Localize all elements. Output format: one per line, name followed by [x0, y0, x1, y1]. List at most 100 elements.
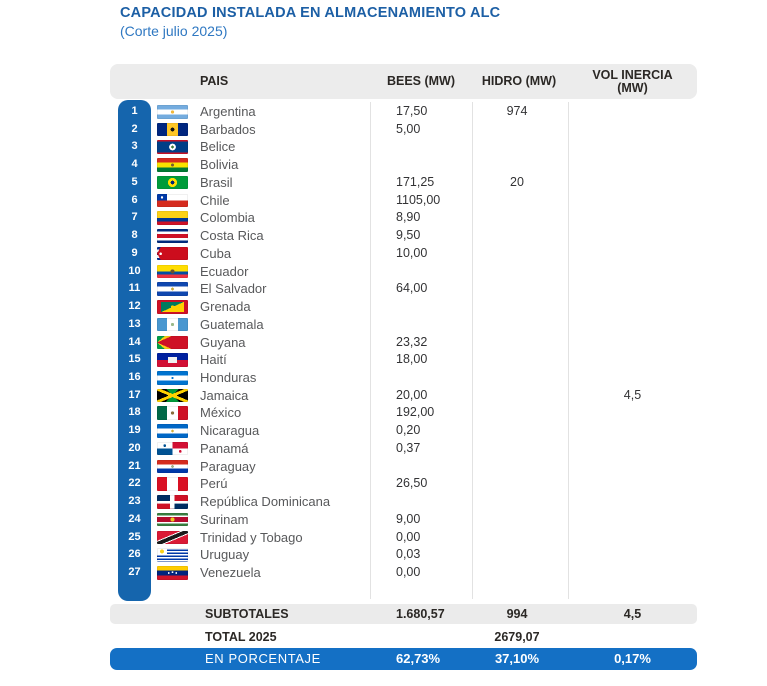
- row-number: 10: [128, 264, 141, 277]
- country-name: Belice: [200, 139, 236, 155]
- percentage-row: EN PORCENTAJE 62,73% 37,10% 0,17%: [110, 648, 697, 670]
- row-number: 20: [128, 441, 141, 454]
- table-row: 11 El Salvador 64,00: [110, 280, 697, 298]
- table-row: 8 Costa Rica 9,50: [110, 227, 697, 245]
- subtotals-bees-value: 1.680,57: [396, 607, 445, 621]
- column-header-vol-inercia: VOL INERCIA (MW): [568, 69, 697, 94]
- row-number: 5: [131, 175, 138, 188]
- bees-value: 9,50: [396, 228, 421, 243]
- country-name: Guatemala: [200, 316, 264, 332]
- table-row: 13 Guatemala: [110, 316, 697, 334]
- row-number-rail: [118, 100, 151, 601]
- row-number: 21: [128, 459, 141, 472]
- table-body: 1 Argentina 17,50 974 2 Barbados 5,00 3 …: [110, 100, 697, 601]
- row-number: 16: [128, 371, 141, 384]
- subtotals-row: SUBTOTALES 1.680,57 994 4,5: [110, 604, 697, 624]
- trinidad-tobago-flag: [157, 530, 188, 545]
- country-name: Ecuador: [200, 263, 249, 279]
- country-name: Haití: [200, 352, 227, 368]
- brazil-flag: [157, 175, 188, 190]
- guyana-flag: [157, 335, 188, 350]
- table-row: 27 Venezuela 0,00: [110, 564, 697, 582]
- row-number: 14: [128, 335, 141, 348]
- total-row: TOTAL 2025 2679,07: [110, 627, 697, 647]
- country-name: Colombia: [200, 210, 255, 226]
- table-row: 22 Perú 26,50: [110, 475, 697, 493]
- bees-value: 9,00: [396, 511, 421, 526]
- paraguay-flag: [157, 459, 188, 474]
- row-number: 17: [128, 388, 141, 401]
- table-row: 23 República Dominicana: [110, 493, 697, 511]
- page-title: CAPACIDAD INSTALADA EN ALMACENAMIENTO AL…: [120, 5, 501, 21]
- row-number: 11: [128, 282, 141, 295]
- bees-value: 64,00: [396, 281, 428, 296]
- table-row: 9 Cuba 10,00: [110, 245, 697, 263]
- belize-flag: [157, 140, 188, 154]
- chile-flag: [157, 193, 188, 208]
- table-row: 18 México 192,00: [110, 404, 697, 422]
- hidro-value: 974: [506, 104, 528, 118]
- dominican-republic-flag: [157, 495, 188, 509]
- bolivia-flag: [157, 158, 188, 172]
- grenada-flag: [157, 300, 188, 314]
- total-label: TOTAL 2025: [205, 630, 277, 644]
- country-name: Panamá: [200, 440, 249, 456]
- column-header-hidro: HIDRO (MW): [481, 74, 557, 88]
- total-hidro-value: 2679,07: [494, 630, 540, 644]
- country-name: Grenada: [200, 299, 251, 315]
- country-name: Venezuela: [200, 565, 261, 581]
- table-row: 12 Grenada: [110, 298, 697, 316]
- row-number: 15: [128, 353, 141, 366]
- row-number: 19: [128, 424, 141, 437]
- country-name: El Salvador: [200, 281, 267, 297]
- country-name: Guyana: [200, 334, 246, 350]
- colombia-flag: [157, 211, 188, 225]
- cuba-flag: [157, 246, 188, 261]
- bees-value: 192,00: [396, 405, 435, 420]
- bees-value: 171,25: [396, 174, 435, 189]
- table-row: 3 Belice: [110, 138, 697, 156]
- bees-value: 0,37: [396, 440, 421, 455]
- page-subtitle: (Corte julio 2025): [120, 23, 228, 39]
- vol-inercia-value: 4,5: [623, 387, 642, 402]
- column-header-bees: BEES (MW): [386, 74, 456, 88]
- capacity-table: PAIS BEES (MW) HIDRO (MW) VOL INERCIA (M…: [110, 0, 697, 686]
- hidro-value: 20: [510, 174, 524, 189]
- jamaica-flag: [157, 388, 188, 403]
- country-name: Brasil: [200, 174, 233, 190]
- subtotals-hidro-value: 994: [506, 607, 528, 621]
- table-row: 26 Uruguay 0,03: [110, 546, 697, 564]
- table-row: 1 Argentina 17,50 974: [110, 103, 697, 121]
- country-name: Honduras: [200, 370, 257, 386]
- table-row: 17 Jamaica 20,00 4,5: [110, 387, 697, 405]
- table-row: 24 Surinam 9,00: [110, 511, 697, 529]
- bees-value: 0,20: [396, 423, 421, 438]
- country-name: Trinidad y Tobago: [200, 529, 303, 545]
- column-divider: [472, 102, 473, 599]
- row-number: 3: [131, 140, 138, 153]
- table-row: 7 Colombia 8,90: [110, 209, 697, 227]
- country-name: Chile: [200, 192, 230, 208]
- row-number: 22: [128, 477, 141, 490]
- country-name: Costa Rica: [200, 228, 264, 244]
- ecuador-flag: [157, 264, 188, 279]
- column-header-vol-line2: (MW): [617, 80, 648, 95]
- bees-value: 5,00: [396, 121, 421, 136]
- argentina-flag: [157, 105, 188, 119]
- haiti-flag: [157, 353, 188, 367]
- table-row: 20 Panamá 0,37: [110, 440, 697, 458]
- country-name: Nicaragua: [200, 423, 260, 439]
- table-row: 16 Honduras: [110, 369, 697, 387]
- el-salvador-flag: [157, 282, 188, 296]
- bees-value: 17,50: [396, 104, 428, 118]
- table-row: 15 Haití 18,00: [110, 351, 697, 369]
- bees-value: 23,32: [396, 334, 428, 349]
- venezuela-flag: [157, 566, 188, 580]
- row-number: 7: [131, 211, 138, 224]
- panama-flag: [157, 441, 188, 456]
- table-header: PAIS BEES (MW) HIDRO (MW) VOL INERCIA (M…: [110, 64, 697, 99]
- mexico-flag: [157, 406, 188, 420]
- row-number: 2: [131, 122, 138, 135]
- table-row: 21 Paraguay: [110, 458, 697, 476]
